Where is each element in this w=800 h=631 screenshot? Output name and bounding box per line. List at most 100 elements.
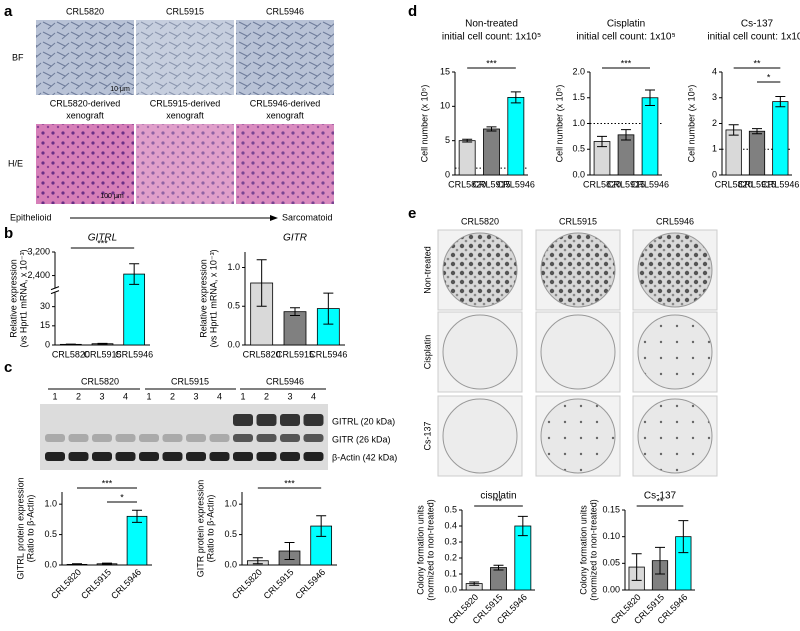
band [256, 434, 277, 442]
band [280, 414, 300, 426]
y-tick-label: 2,400 [27, 270, 50, 280]
significance-label: *** [102, 478, 113, 488]
lane-label: 2 [76, 391, 81, 401]
y-tick-label: 10 [440, 101, 450, 111]
band [233, 414, 253, 426]
bar [617, 134, 635, 176]
error-bar [517, 515, 528, 537]
xenograft-label: CRL5820-derived [50, 98, 121, 108]
axis-break [50, 290, 60, 295]
y-tick-label: 1.5 [572, 92, 585, 102]
y-axis-label: Relative expression [198, 259, 208, 338]
blot-group: CRL5820 [81, 376, 119, 386]
error-bar [752, 128, 762, 135]
dish [637, 314, 713, 390]
error-bar [65, 343, 76, 346]
error-bar [72, 563, 82, 566]
error-bar [493, 564, 504, 571]
band [139, 434, 159, 442]
error-bar [655, 546, 665, 575]
xenograft-label: CRL5915-derived [150, 98, 221, 108]
blot-group: CRL5946 [266, 376, 304, 386]
panel-letter: c [4, 359, 12, 376]
panel-letter: d [408, 3, 417, 20]
lane-label: 1 [146, 391, 151, 401]
error-bar [469, 581, 480, 586]
error-bar [597, 135, 607, 148]
xenograft-label: xenograft [66, 110, 104, 120]
band [233, 452, 253, 461]
panel-letter: a [4, 3, 13, 20]
he-image [36, 124, 134, 204]
chart-title: Cisplatin [607, 19, 645, 30]
x-tick-label: CRL5820 [715, 179, 753, 189]
colony-images: CRL5820 CRL5915 CRL5946 Non-treated Cisp… [422, 216, 718, 477]
y-tick-label: 0.5 [572, 144, 585, 154]
axis-break [50, 286, 60, 291]
y-tick-label: 0.0 [44, 559, 57, 569]
y-tick-label: 1.0 [44, 499, 57, 509]
dish [540, 232, 616, 308]
y-tick-label: 0.5 [224, 529, 237, 539]
y-tick-label: 2 [712, 118, 717, 128]
y-axis-label: GITR protein expression [195, 480, 205, 578]
y-tick-label: 1.0 [227, 262, 240, 272]
error-bar [510, 91, 521, 104]
band [256, 414, 277, 426]
x-tick-label: CRL5946 [109, 567, 143, 601]
x-tick-label: CRL5915 [607, 179, 645, 189]
y-axis-label: Cell number (x 10⁵) [419, 85, 429, 163]
band [303, 414, 324, 426]
panel-a: a CRL5820 CRL5915 CRL5946 10 μm BF CRL58… [4, 3, 334, 222]
dish [540, 398, 616, 474]
x-tick-label: CRL5915 [472, 179, 510, 189]
error-bar [631, 553, 642, 581]
y-tick-label: 0 [445, 169, 450, 179]
y-axis-label: Colony formation units [415, 505, 425, 595]
lane-label: 4 [123, 391, 128, 401]
y-tick-label: 0 [712, 169, 717, 179]
significance-label: *** [284, 478, 295, 488]
x-tick-label: CRL5946 [309, 349, 347, 359]
error-bar [132, 509, 142, 523]
x-tick-label: CRL5820 [243, 349, 281, 359]
error-bar [316, 515, 327, 537]
y-tick-label: 30 [40, 301, 50, 311]
dish [442, 314, 518, 390]
lane-label: 3 [99, 391, 104, 401]
axis-label: Sarcomatoid [282, 212, 333, 222]
x-tick-label: CRL5946 [631, 179, 669, 189]
x-tick-label: CRL5820 [49, 567, 83, 601]
y-axis-label: Colony formation units [578, 505, 588, 595]
y-tick-label: 0.00 [602, 584, 620, 594]
bar [507, 97, 525, 176]
error-bar [645, 89, 655, 106]
dish [637, 232, 713, 308]
y-tick-label: 2.0 [572, 66, 585, 76]
x-tick-label: CRL5915 [83, 349, 121, 359]
he-image [136, 124, 234, 204]
x-tick-label: CRL5946 [761, 179, 799, 189]
y-axis-label: (vs Hprt1 mRNA, x 10⁻³) [208, 249, 218, 347]
error-bar [775, 95, 786, 108]
error-bar [290, 307, 300, 317]
band [45, 434, 65, 442]
band-label: β-Actin (42 kDa) [332, 452, 397, 462]
xenograft-label: CRL5946-derived [250, 98, 321, 108]
lane-label: 2 [264, 391, 269, 401]
error-bar [678, 520, 689, 554]
row-label: Cs-137 [422, 421, 432, 450]
dish [442, 232, 518, 308]
error-bar [323, 292, 334, 325]
bar [772, 101, 789, 176]
row-label: BF [12, 52, 24, 62]
chart-title: Cs-137 [644, 491, 677, 502]
y-axis-label: (Ratio to β-Actin) [205, 495, 215, 563]
x-tick-label: CRL5820 [230, 567, 264, 601]
chart-title: GITRL [88, 233, 117, 244]
band [115, 434, 136, 442]
column-label: CRL5820 [66, 6, 104, 16]
y-tick-label: 0.2 [444, 552, 457, 562]
row-label: H/E [8, 158, 23, 168]
bf-image [36, 20, 134, 95]
